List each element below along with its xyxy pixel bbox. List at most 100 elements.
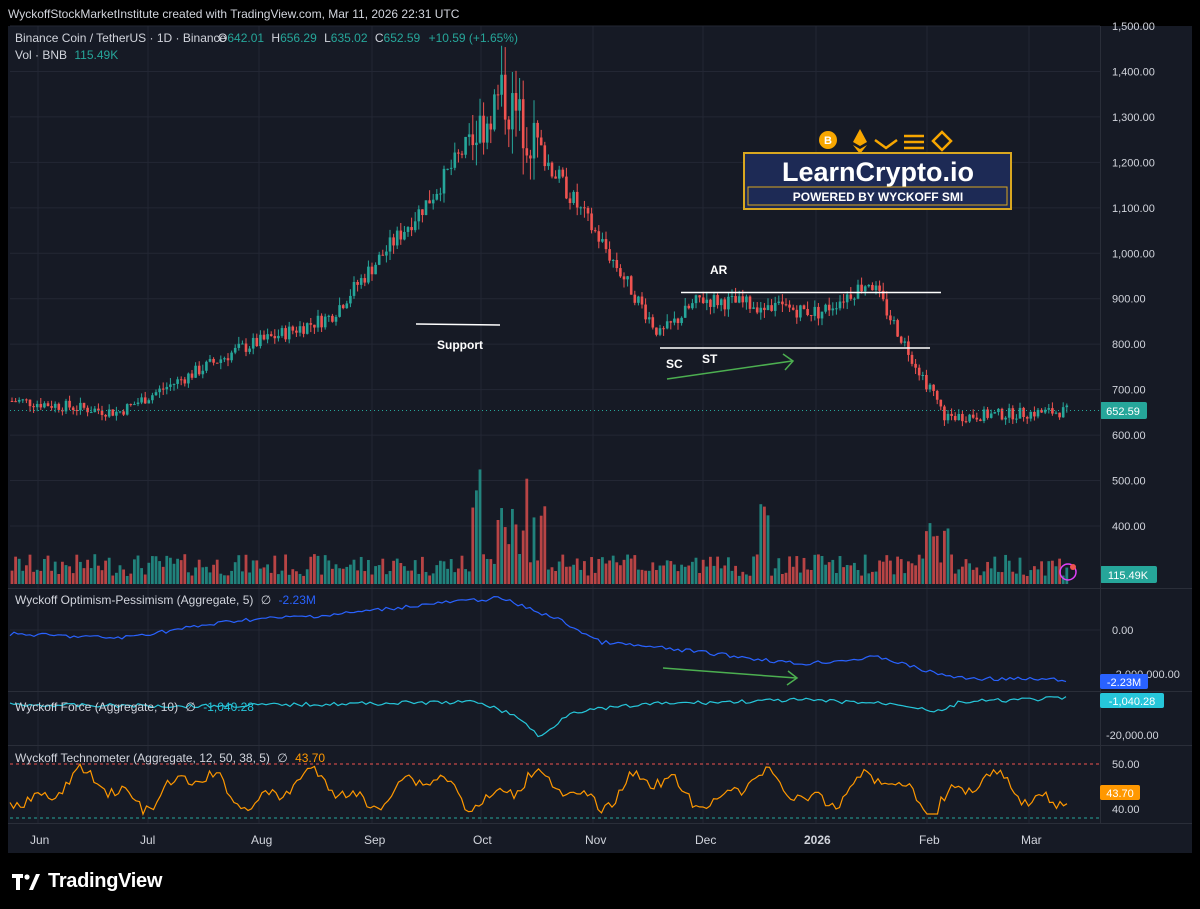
candle-body	[421, 209, 424, 216]
price-axis[interactable]: 1,500.00 1,400.00 1,300.00 1,200.00 1,100.00…	[1112, 21, 1155, 533]
volume-bar	[493, 563, 496, 584]
candle-body	[802, 305, 806, 309]
candle-body	[277, 335, 280, 339]
candle-body	[237, 343, 241, 348]
optimism-line	[9, 595, 1067, 683]
candle-body	[482, 115, 485, 143]
candle-body	[341, 305, 345, 309]
candle-body	[881, 290, 885, 300]
candle-body	[986, 409, 989, 418]
candle-body	[284, 328, 287, 340]
candle-body	[975, 417, 979, 420]
candle-body	[363, 278, 367, 283]
candle-body	[471, 134, 475, 146]
candle-body	[269, 334, 273, 337]
volume-bar	[68, 566, 71, 584]
candle-body	[712, 295, 716, 307]
candle-body	[694, 295, 698, 304]
volume-bar	[241, 571, 244, 584]
candle-body	[439, 193, 442, 195]
volume-bar	[32, 571, 35, 584]
volume-bar	[712, 565, 716, 584]
volume-bar	[802, 557, 806, 584]
volume-bar	[741, 571, 745, 584]
candle-body	[543, 145, 547, 167]
candle-body	[64, 400, 68, 412]
candle-body	[244, 343, 248, 352]
candle-body	[1043, 409, 1047, 413]
volume-bar	[1054, 566, 1058, 584]
volume-bar	[158, 561, 161, 584]
candle-body	[1015, 418, 1018, 420]
candle-body	[14, 401, 17, 403]
time-label-mar: Mar	[1021, 833, 1042, 847]
candle-body	[331, 315, 334, 322]
candle-body	[763, 307, 766, 311]
volume-bar	[633, 555, 637, 584]
time-axis[interactable]: Jun Jul Aug Sep Oct Nov Dec 2026 Feb Mar	[30, 833, 1042, 847]
bitcoin-glyph: B	[824, 135, 832, 147]
force-tick-0: -20,000.00	[1106, 730, 1159, 742]
volume-bar	[781, 573, 784, 584]
volume-bar	[507, 544, 511, 584]
force-pane: -1,040.28 -20,000.00	[9, 693, 1164, 742]
volume-bar	[673, 564, 676, 584]
volume-bar	[97, 565, 100, 584]
volume-bar	[57, 574, 61, 584]
volume-bar	[878, 560, 881, 584]
alert-lightning-icon[interactable]	[1059, 563, 1077, 581]
candle-body	[637, 296, 640, 303]
volume-bar	[745, 574, 748, 584]
candle-body	[259, 334, 262, 347]
volume-bar	[313, 554, 316, 584]
st-label: ST	[702, 352, 718, 366]
candle-body	[507, 119, 511, 130]
candle-body	[320, 315, 323, 328]
candle-body	[111, 409, 115, 416]
volume-bar	[35, 569, 39, 584]
candle-body	[989, 413, 993, 418]
candle-body	[50, 406, 53, 408]
volume-bar	[377, 565, 381, 584]
volume-bar	[547, 569, 550, 584]
volume-bar	[550, 567, 554, 584]
candle-body	[176, 379, 179, 384]
volume-bar	[979, 575, 982, 584]
volume-bar	[208, 572, 212, 584]
volume-bar	[363, 571, 367, 584]
candle-body	[993, 412, 997, 414]
price-tick-label: 1,100.00	[1112, 203, 1155, 215]
candle-body	[568, 198, 572, 204]
volume-bar	[129, 573, 133, 584]
candle-body	[773, 302, 777, 311]
volume-bar	[867, 573, 871, 584]
candle-body	[43, 403, 46, 408]
bnb-icon	[931, 130, 953, 152]
candle-body	[107, 409, 111, 417]
volume-bar	[201, 567, 205, 584]
optimism-tick-0: 0.00	[1112, 625, 1133, 637]
volume-bar	[143, 574, 147, 584]
volume-bar	[824, 564, 827, 584]
volume-bar	[554, 570, 557, 584]
candle-body	[399, 230, 403, 240]
tradingview-brand[interactable]: TradingView	[12, 870, 162, 893]
volume-bar	[687, 565, 691, 584]
volume-bar	[467, 571, 471, 584]
volume-bar	[223, 575, 226, 584]
candle-body	[676, 318, 680, 324]
volume-bar	[176, 558, 179, 584]
optimism-badge	[1100, 674, 1148, 689]
volume-bar	[385, 574, 388, 584]
candle-body	[367, 266, 370, 283]
candle-body	[201, 370, 205, 375]
volume-bar	[784, 572, 788, 584]
techno-tick-0: 50.00	[1112, 759, 1140, 771]
candle-body	[719, 299, 723, 306]
volume-bar	[75, 554, 79, 584]
candle-body	[561, 169, 565, 177]
candle-body	[813, 306, 817, 317]
candle-body	[431, 199, 435, 204]
candle-body	[669, 321, 673, 323]
